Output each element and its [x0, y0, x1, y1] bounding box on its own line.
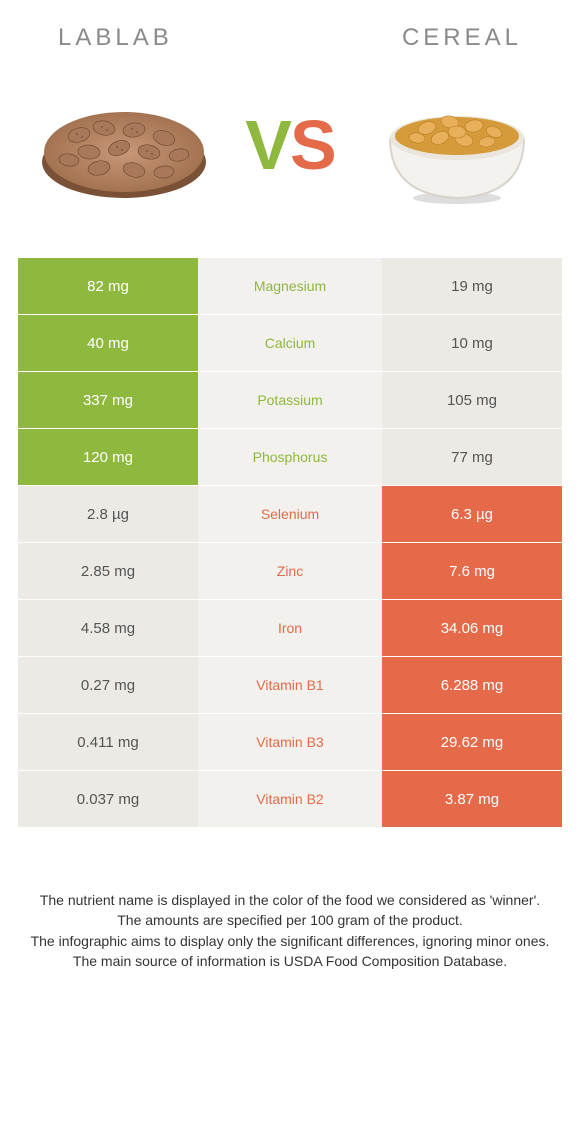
cell-left-value: 337 mg: [18, 372, 198, 428]
cell-left-value: 120 mg: [18, 429, 198, 485]
cell-left-value: 40 mg: [18, 315, 198, 371]
cell-nutrient-name: Calcium: [198, 315, 382, 371]
cell-right-value: 6.288 mg: [382, 657, 562, 713]
cell-right-value: 19 mg: [382, 258, 562, 314]
footnote-line: The main source of information is USDA F…: [22, 951, 558, 971]
footnote-line: The infographic aims to display only the…: [22, 931, 558, 951]
cell-nutrient-name: Vitamin B3: [198, 714, 382, 770]
header-title-right: CEREAL: [402, 24, 522, 52]
cell-right-value: 77 mg: [382, 429, 562, 485]
cell-left-value: 0.411 mg: [18, 714, 198, 770]
table-row: 0.411 mgVitamin B329.62 mg: [18, 714, 562, 771]
cell-right-value: 29.62 mg: [382, 714, 562, 770]
cell-right-value: 10 mg: [382, 315, 562, 371]
cell-nutrient-name: Iron: [198, 600, 382, 656]
cell-nutrient-name: Phosphorus: [198, 429, 382, 485]
cell-left-value: 2.85 mg: [18, 543, 198, 599]
table-row: 82 mgMagnesium19 mg: [18, 258, 562, 315]
cereal-image: [369, 80, 544, 210]
cell-left-value: 82 mg: [18, 258, 198, 314]
cell-right-value: 3.87 mg: [382, 771, 562, 827]
vs-v: V: [245, 105, 290, 185]
cell-nutrient-name: Potassium: [198, 372, 382, 428]
cell-left-value: 0.27 mg: [18, 657, 198, 713]
cell-right-value: 105 mg: [382, 372, 562, 428]
header: LABLAB CEREAL: [18, 24, 562, 52]
header-title-left: LABLAB: [58, 24, 173, 52]
table-row: 4.58 mgIron34.06 mg: [18, 600, 562, 657]
table-row: 0.27 mgVitamin B16.288 mg: [18, 657, 562, 714]
cell-nutrient-name: Vitamin B2: [198, 771, 382, 827]
cell-nutrient-name: Selenium: [198, 486, 382, 542]
table-row: 2.85 mgZinc7.6 mg: [18, 543, 562, 600]
cell-left-value: 4.58 mg: [18, 600, 198, 656]
vs-label: VS: [245, 105, 334, 185]
cell-nutrient-name: Zinc: [198, 543, 382, 599]
cell-left-value: 0.037 mg: [18, 771, 198, 827]
table-row: 120 mgPhosphorus77 mg: [18, 429, 562, 486]
vs-s: S: [290, 105, 335, 185]
images-row: VS: [18, 80, 562, 210]
cell-right-value: 7.6 mg: [382, 543, 562, 599]
cell-left-value: 2.8 µg: [18, 486, 198, 542]
table-row: 0.037 mgVitamin B23.87 mg: [18, 771, 562, 828]
table-row: 2.8 µgSelenium6.3 µg: [18, 486, 562, 543]
cell-nutrient-name: Vitamin B1: [198, 657, 382, 713]
lablab-image: [36, 80, 211, 210]
footnote: The nutrient name is displayed in the co…: [18, 890, 562, 971]
cell-right-value: 6.3 µg: [382, 486, 562, 542]
footnote-line: The nutrient name is displayed in the co…: [22, 890, 558, 910]
cell-nutrient-name: Magnesium: [198, 258, 382, 314]
table-row: 40 mgCalcium10 mg: [18, 315, 562, 372]
table-row: 337 mgPotassium105 mg: [18, 372, 562, 429]
nutrient-table: 82 mgMagnesium19 mg40 mgCalcium10 mg337 …: [18, 258, 562, 828]
cell-right-value: 34.06 mg: [382, 600, 562, 656]
footnote-line: The amounts are specified per 100 gram o…: [22, 910, 558, 930]
